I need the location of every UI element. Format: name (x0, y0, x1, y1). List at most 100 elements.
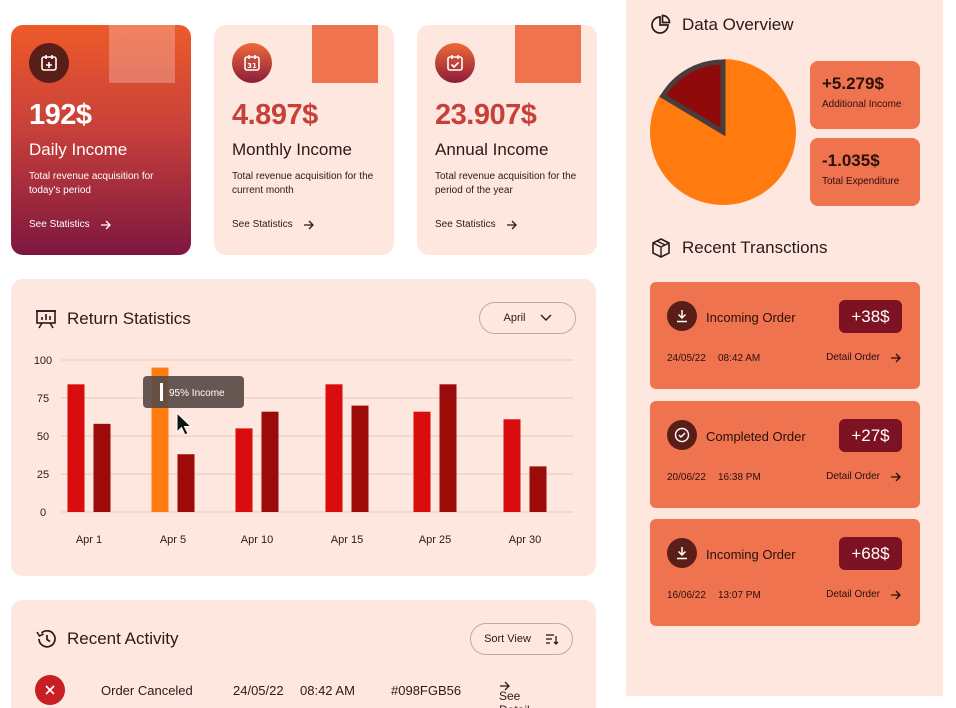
box-icon (652, 238, 670, 258)
stat-label: Daily Income (29, 140, 128, 159)
sort-view-button[interactable]: Sort View (470, 623, 573, 655)
bar[interactable] (351, 405, 369, 512)
link-label: Detail Order (826, 471, 880, 482)
see-statistics-link[interactable]: See Statistics (232, 219, 315, 230)
card-decoration (109, 25, 175, 83)
detail-order-link[interactable]: Detail Order (826, 352, 902, 363)
pie-slice-total-expenditure[interactable] (659, 59, 726, 137)
bar[interactable] (413, 411, 431, 512)
right-panel: Data Overview +5.279$ Additional Income … (626, 0, 943, 696)
stat-value: 23.907$ (435, 99, 537, 131)
check-circle-icon (667, 420, 697, 450)
bar[interactable] (503, 419, 521, 512)
month-select[interactable]: April (479, 302, 576, 334)
x-tick-label: Apr 10 (241, 534, 273, 546)
stat-label: Annual Income (435, 140, 549, 159)
y-tick-label: 50 (37, 431, 49, 443)
stat-label: Monthly Income (232, 140, 352, 159)
recent-transactions-header: Recent Transctions (650, 237, 828, 259)
data-overview-header: Data Overview (650, 14, 793, 36)
calendar-check-icon (435, 43, 475, 83)
presentation-chart-icon (36, 310, 56, 329)
transaction-item[interactable]: Incoming Order +38$ 24/05/22 08:42 AM De… (650, 282, 920, 389)
section-title: Recent Transctions (682, 238, 828, 257)
bar[interactable] (93, 423, 111, 512)
stat-description: Total revenue acquisition for the period… (435, 171, 577, 196)
month-select-value: April (503, 312, 526, 324)
transaction-time: 08:42 AM (718, 353, 761, 364)
annual-income-card: 23.907$ Annual Income Total revenue acqu… (417, 25, 597, 255)
see-detail-link[interactable]: See Detail (499, 681, 530, 708)
bar[interactable] (325, 384, 343, 512)
recent-activity-card: Recent Activity Sort View Order Canceled… (11, 600, 596, 708)
arrow-right-icon (303, 220, 314, 229)
chevron-down-icon (540, 314, 551, 321)
y-tick-label: 75 (37, 393, 49, 405)
return-statistics-header: Return Statistics (35, 309, 191, 329)
stat-value: 192$ (29, 99, 92, 131)
additional-income-value: +5.279$ (822, 74, 884, 93)
mouse-cursor-icon (176, 411, 193, 436)
x-tick-label: Apr 15 (331, 534, 363, 546)
x-tick-label: Apr 30 (509, 534, 541, 546)
activity-time: 08:42 AM (300, 683, 355, 698)
recent-activity-header: Recent Activity (35, 629, 179, 649)
activity-order-id: #098FGB56 (391, 683, 462, 698)
y-tick-label: 25 (37, 469, 49, 481)
transaction-name: Incoming Order (706, 547, 796, 562)
additional-income-card: +5.279$ Additional Income (810, 61, 920, 129)
transaction-name: Completed Order (706, 429, 806, 444)
transaction-amount: +38$ (839, 300, 902, 333)
return-statistics-card: Return Statistics April 0 25 50 75 100 Apr 1 A… (11, 279, 596, 576)
transaction-amount: +68$ (839, 537, 902, 570)
link-label: See Statistics (29, 219, 90, 230)
data-overview-pie-chart (650, 59, 796, 205)
link-label: Detail Order (826, 352, 880, 363)
detail-order-link[interactable]: Detail Order (826, 589, 902, 600)
history-icon (36, 630, 56, 648)
bar[interactable] (177, 454, 195, 512)
transaction-item[interactable]: Completed Order +27$ 20/06/22 16:38 PM D… (650, 401, 920, 508)
transaction-item[interactable]: Incoming Order +68$ 16/06/22 13:07 PM De… (650, 519, 920, 626)
detail-order-link[interactable]: Detail Order (826, 471, 902, 482)
see-statistics-link[interactable]: See Statistics (435, 219, 518, 230)
arrow-right-icon (500, 681, 510, 691)
transaction-date: 24/05/22 (667, 353, 706, 364)
y-tick-label: 100 (34, 355, 52, 367)
transaction-amount: +27$ (839, 419, 902, 452)
download-icon (667, 301, 697, 331)
x-tick-label: Apr 1 (76, 534, 102, 546)
link-label: See Statistics (435, 219, 496, 230)
bar[interactable] (439, 384, 457, 512)
section-title: Recent Activity (67, 629, 179, 648)
monthly-income-card: 31 4.897$ Monthly Income Total revenue a… (214, 25, 394, 255)
arrow-right-icon (891, 353, 901, 362)
total-expenditure-label: Total Expenditure (822, 176, 900, 187)
sort-icon (545, 634, 559, 645)
return-statistics-chart: 0 25 50 75 100 Apr 1 Apr 5 Apr 10 Apr 15 Apr 25 Ap… (34, 355, 573, 546)
pie-chart-icon (651, 14, 671, 34)
bar[interactable] (235, 428, 253, 512)
bar[interactable] (529, 466, 547, 512)
x-tick-label: Apr 5 (160, 534, 186, 546)
transaction-date: 16/06/22 (667, 590, 706, 601)
bar[interactable] (261, 411, 279, 512)
sort-view-label: Sort View (484, 633, 531, 645)
calendar-31-icon: 31 (232, 43, 272, 83)
stat-description: Total revenue acquisition for the curren… (232, 171, 374, 196)
transaction-time: 16:38 PM (718, 472, 761, 483)
arrow-right-icon (891, 472, 901, 481)
arrow-right-icon (506, 220, 517, 229)
activity-date: 24/05/22 (233, 683, 284, 698)
see-statistics-link[interactable]: See Statistics (29, 219, 112, 230)
chart-tooltip: 95% Income (143, 376, 244, 408)
arrow-right-icon (891, 590, 901, 599)
stat-description: Total revenue acquisition for today's pe… (29, 171, 154, 196)
transaction-time: 13:07 PM (718, 590, 761, 601)
x-tick-label: Apr 25 (419, 534, 451, 546)
bar[interactable] (67, 384, 85, 512)
tooltip-text: 95% Income (169, 388, 225, 399)
stat-value: 4.897$ (232, 99, 318, 131)
total-expenditure-card: -1.035$ Total Expenditure (810, 138, 920, 206)
y-tick-label: 0 (40, 507, 46, 519)
